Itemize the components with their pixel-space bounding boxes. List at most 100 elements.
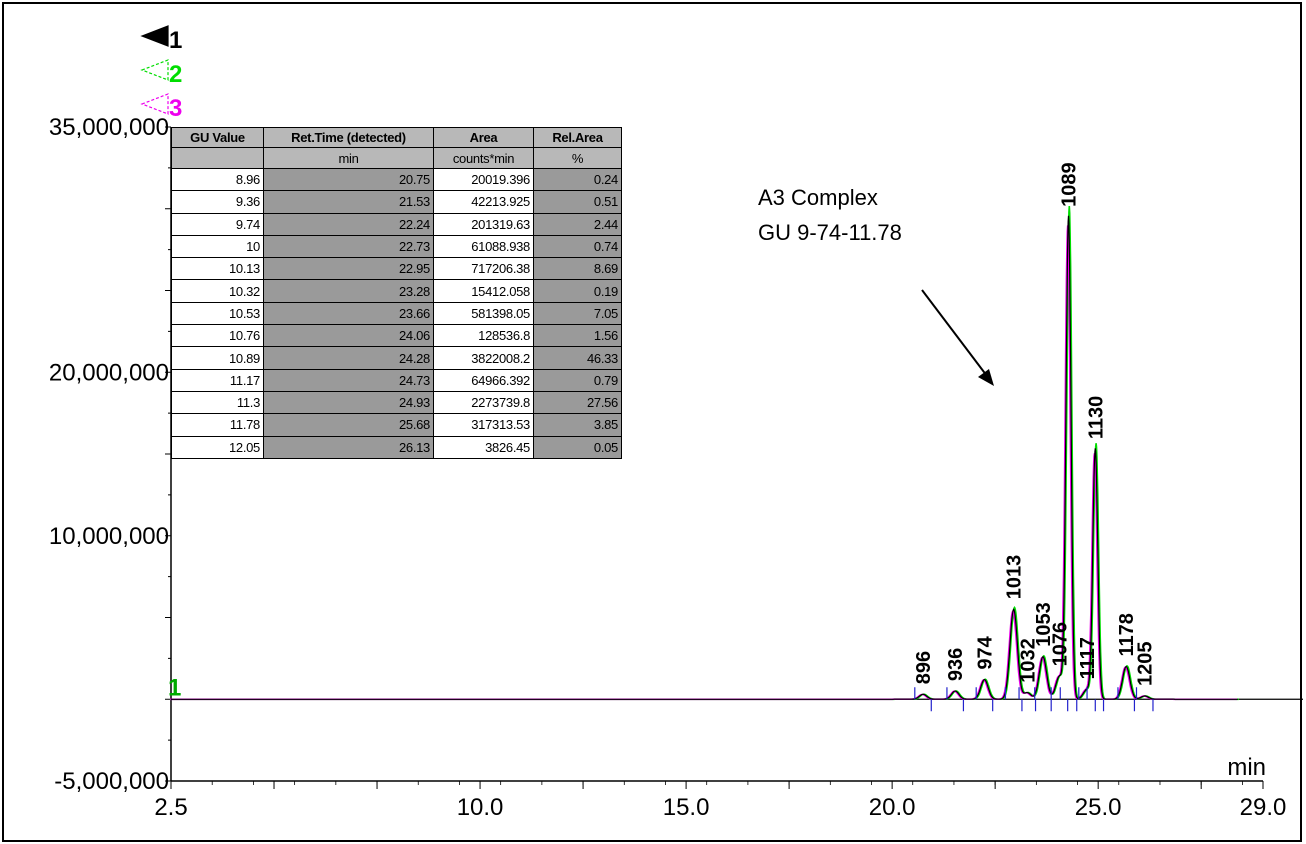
table-cell: 22.95	[263, 257, 434, 281]
table-header-row: GU Value Ret.Time (detected) Area Rel.Ar…	[171, 127, 622, 148]
table-cell: 21.53	[263, 190, 434, 214]
table-cell: 0.05	[533, 435, 622, 459]
table-row: 10.32 23.28 15412.058 0.19	[171, 279, 622, 303]
table-cell: 22.24	[263, 212, 434, 236]
header-gu-value: GU Value	[171, 127, 264, 148]
table-cell: 0.19	[533, 279, 622, 303]
x-tick-label: 25.0	[1075, 794, 1122, 821]
table-cell: 9.36	[171, 190, 264, 214]
table-cell: 24.93	[263, 390, 434, 415]
table-cell: 20.75	[263, 167, 434, 192]
table-row: 11.78 25.68 317313.53 3.85	[171, 413, 622, 437]
table-cell: 0.51	[533, 190, 622, 214]
table-row: 10.76 24.06 128536.8 1.56	[171, 324, 622, 348]
table-cell: 1.56	[533, 324, 622, 348]
table-row: 8.96 20.75 20019.396 0.24	[171, 167, 622, 192]
trace-marker-label: 3	[169, 95, 182, 122]
table-row: 11.3 24.93 2273739.8 27.56	[171, 390, 622, 415]
table-cell: 2.44	[533, 212, 622, 236]
peak-label: 1205	[1135, 642, 1157, 687]
table-cell: 42213.925	[433, 190, 534, 214]
table-row: 12.05 26.13 3826.45 0.05	[171, 435, 622, 459]
x-tick-label: 10.0	[457, 794, 504, 821]
trace-marker-label: 2	[169, 61, 182, 88]
table-cell: 8.69	[533, 257, 622, 281]
table-cell: 10.13	[171, 257, 264, 281]
annotation-arrow	[921, 289, 991, 381]
table-cell: 22.73	[263, 234, 434, 259]
x-tick-label: 15.0	[663, 794, 710, 821]
table-cell: 10.76	[171, 324, 264, 348]
unit-area: counts*min	[433, 147, 534, 169]
y-tick-label: 20,000,000	[49, 359, 169, 386]
peak-table: GU Value Ret.Time (detected) Area Rel.Ar…	[171, 127, 622, 459]
table-cell: 7.05	[533, 301, 622, 326]
peak-label: 1053	[1033, 602, 1055, 647]
table-cell: 24.06	[263, 324, 434, 348]
table-row: 9.36 21.53 42213.925 0.51	[171, 190, 622, 214]
table-cell: 0.74	[533, 234, 622, 259]
table-cell: 201319.63	[433, 212, 534, 236]
annotation-line-2: GU 9-74-11.78	[758, 220, 902, 245]
table-cell: 26.13	[263, 435, 434, 459]
table-cell: 11.78	[171, 413, 264, 437]
annotation-arrowhead	[978, 369, 994, 386]
peak-label: 896	[913, 651, 935, 684]
trace-1-line	[171, 215, 1238, 700]
unit-rel-area: %	[533, 147, 622, 169]
table-row: 10.53 23.66 581398.05 7.05	[171, 301, 622, 326]
table-cell: 64966.392	[433, 368, 534, 392]
table-cell: 581398.05	[433, 301, 534, 326]
trace-marker-label: 1	[169, 27, 182, 54]
table-row: 11.17 24.73 64966.392 0.79	[171, 368, 622, 392]
table-cell: 61088.938	[433, 234, 534, 259]
table-cell: 10.53	[171, 301, 264, 326]
table-cell: 23.28	[263, 279, 434, 303]
table-cell: 0.24	[533, 167, 622, 192]
x-tick-label: 2.5	[154, 794, 187, 821]
table-cell: 11.17	[171, 368, 264, 392]
table-cell: 3.85	[533, 413, 622, 437]
table-cell: 46.33	[533, 346, 622, 370]
x-axis-label: min	[1227, 754, 1266, 781]
peak-label: 1117	[1077, 637, 1099, 679]
baseline-marker: 1	[168, 674, 181, 701]
table-row: 10.13 22.95 717206.38 8.69	[171, 257, 622, 281]
trace-marker-arrow	[140, 59, 169, 81]
table-cell: 10.89	[171, 346, 264, 370]
table-cell: 10.32	[171, 279, 264, 303]
table-units-row: min counts*min %	[171, 147, 622, 169]
table-cell: 3822008.2	[433, 346, 534, 370]
peak-label: 1089	[1059, 162, 1081, 207]
trace-marker-arrow	[140, 25, 169, 47]
table-row: 10.89 24.28 3822008.2 46.33	[171, 346, 622, 370]
table-cell: 12.05	[171, 435, 264, 459]
table-cell: 11.3	[171, 390, 264, 415]
table-cell: 27.56	[533, 390, 622, 415]
unit-ret-time: min	[263, 147, 434, 169]
peak-label: 1130	[1085, 396, 1107, 439]
header-area: Area	[433, 127, 534, 148]
table-cell: 717206.38	[433, 257, 534, 281]
table-cell: 24.73	[263, 368, 434, 392]
peak-label: 1076	[1049, 622, 1071, 667]
table-row: 10 22.73 61088.938 0.74	[171, 234, 622, 259]
peak-label: 936	[945, 648, 967, 681]
x-tick-label: 20.0	[869, 794, 916, 821]
y-tick-label: -5,000,000	[54, 768, 169, 795]
x-tick-label: 29.0	[1240, 794, 1287, 821]
table-cell: 9.74	[171, 212, 264, 236]
table-cell: 25.68	[263, 413, 434, 437]
table-cell: 2273739.8	[433, 390, 534, 415]
y-tick-label: 35,000,000	[49, 114, 169, 141]
table-cell: 3826.45	[433, 435, 534, 459]
table-cell: 317313.53	[433, 413, 534, 437]
peak-label: 1032	[1017, 638, 1039, 683]
peak-label: 974	[974, 635, 996, 669]
y-tick-label: 10,000,000	[49, 523, 169, 550]
table-cell: 128536.8	[433, 324, 534, 348]
header-ret-time: Ret.Time (detected)	[263, 127, 434, 148]
annotation-line-1: A3 Complex	[758, 185, 878, 210]
table-row: 9.74 22.24 201319.63 2.44	[171, 212, 622, 236]
